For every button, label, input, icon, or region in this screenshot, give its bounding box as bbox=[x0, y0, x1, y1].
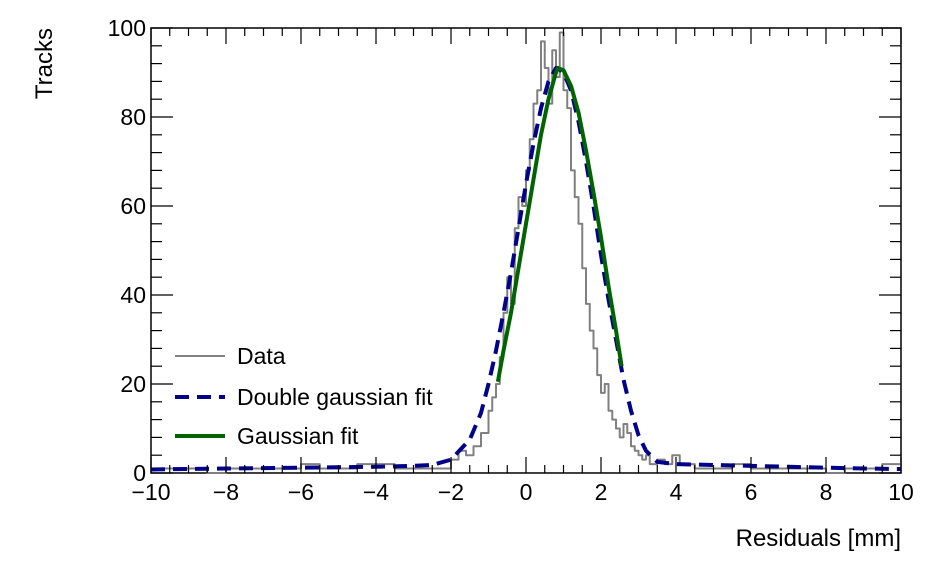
y-tick-label: 80 bbox=[120, 104, 146, 130]
legend-label-data: Data bbox=[237, 343, 286, 369]
x-tick-label: 4 bbox=[670, 479, 683, 505]
legend: Data Double gaussian fit Gaussian fit bbox=[175, 343, 433, 449]
x-tick-label: 6 bbox=[745, 479, 758, 505]
y-tick-label: 100 bbox=[108, 15, 146, 41]
x-tick-label: 2 bbox=[595, 479, 608, 505]
x-axis-title: Residuals [mm] bbox=[736, 525, 901, 552]
series-layer bbox=[150, 31, 902, 474]
y-tick-label: 60 bbox=[120, 193, 146, 219]
x-tick-label: −10 bbox=[131, 479, 170, 505]
ticks-layer bbox=[150, 27, 902, 474]
y-axis-title: Tracks bbox=[31, 28, 58, 99]
y-tick-label: 20 bbox=[120, 371, 146, 397]
legend-label-double-gaussian: Double gaussian fit bbox=[237, 384, 433, 410]
x-tick-label: 8 bbox=[820, 479, 833, 505]
y-tick-label: 0 bbox=[133, 460, 146, 486]
x-tick-label: −8 bbox=[213, 479, 239, 505]
x-tick-label: 0 bbox=[520, 479, 533, 505]
legend-label-gaussian: Gaussian fit bbox=[237, 423, 359, 449]
x-tick-label: 10 bbox=[888, 479, 914, 505]
x-tick-label: −6 bbox=[288, 479, 314, 505]
series-gaussian-fit bbox=[495, 66, 624, 383]
x-tick-label: −2 bbox=[438, 479, 464, 505]
y-tick-label: 40 bbox=[120, 282, 146, 308]
x-tick-label: −4 bbox=[363, 479, 389, 505]
